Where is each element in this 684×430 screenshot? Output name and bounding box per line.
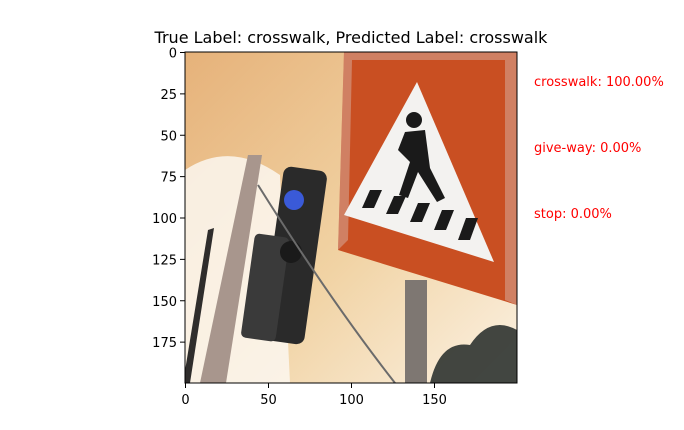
prediction-stop: stop: 0.00% [534, 207, 612, 222]
stripe-3 [410, 203, 430, 222]
y-tick-label: 25 [160, 88, 177, 103]
y-tick-label: 100 [152, 212, 177, 227]
pedestrian-head [406, 112, 422, 128]
y-tick-label: 75 [160, 171, 177, 186]
y-tick-label: 0 [169, 47, 177, 62]
y-tick-label: 150 [152, 295, 177, 310]
prediction-give-way: give-way: 0.00% [534, 141, 641, 156]
y-tick-label: 175 [152, 336, 177, 351]
stripe-1 [362, 190, 382, 208]
trees [430, 325, 517, 383]
stripe-5 [458, 218, 478, 240]
x-tick-label: 50 [260, 393, 277, 408]
traffic-light-back [241, 233, 290, 342]
image-panel [185, 52, 517, 383]
stripe-2 [386, 196, 406, 214]
thin-pole [185, 228, 214, 383]
x-tick-label: 150 [422, 393, 447, 408]
cable [257, 184, 396, 383]
prediction-crosswalk: crosswalk: 100.00% [534, 75, 664, 90]
x-tick-label: 100 [339, 393, 364, 408]
pedestrian-body [398, 130, 445, 202]
stripe-4 [434, 210, 454, 230]
dark-light [280, 241, 302, 263]
light-pole [200, 155, 262, 383]
sign-post [405, 280, 427, 383]
x-tick-label: 0 [181, 393, 189, 408]
tick-layer: 0 50 100 150 0 25 50 75 100 125 150 175 [152, 47, 447, 409]
chart-title: True Label: crosswalk, Predicted Label: … [154, 28, 549, 47]
y-tick-label: 50 [160, 129, 177, 144]
blue-light [284, 190, 304, 210]
y-tick-label: 125 [152, 253, 177, 268]
